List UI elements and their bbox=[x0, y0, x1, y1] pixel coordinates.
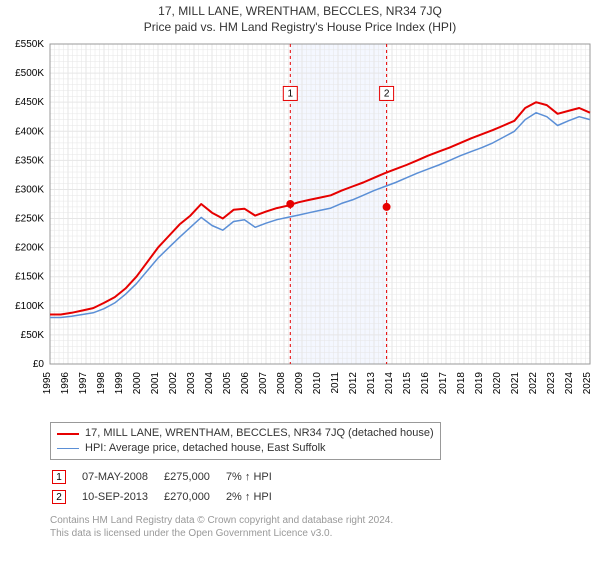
svg-text:1: 1 bbox=[288, 88, 294, 99]
svg-text:2: 2 bbox=[384, 88, 390, 99]
event-marker: 2 bbox=[52, 490, 66, 504]
svg-text:2003: 2003 bbox=[186, 372, 197, 395]
svg-text:2019: 2019 bbox=[474, 372, 485, 395]
svg-text:2023: 2023 bbox=[546, 372, 557, 395]
event-price: £275,000 bbox=[164, 468, 224, 486]
event-row: 2 10-SEP-2013£270,0002% ↑ HPI bbox=[52, 488, 286, 506]
event-price: £270,000 bbox=[164, 488, 224, 506]
svg-text:£550K: £550K bbox=[15, 39, 44, 50]
svg-text:2012: 2012 bbox=[348, 372, 359, 395]
event-row: 1 07-MAY-2008£275,0007% ↑ HPI bbox=[52, 468, 286, 486]
event-delta: 7% ↑ HPI bbox=[226, 468, 286, 486]
svg-text:2005: 2005 bbox=[222, 372, 233, 395]
svg-text:2006: 2006 bbox=[240, 372, 251, 395]
svg-text:2008: 2008 bbox=[276, 372, 287, 395]
svg-text:2025: 2025 bbox=[582, 372, 593, 395]
svg-text:2004: 2004 bbox=[204, 372, 215, 395]
svg-text:2017: 2017 bbox=[438, 372, 449, 395]
chart-container: 1 2 £0 £50K £100K £150K £200K £250K £300K £350K £4… bbox=[0, 38, 600, 418]
svg-text:£500K: £500K bbox=[15, 68, 44, 79]
svg-text:£350K: £350K bbox=[15, 155, 44, 166]
price-chart: 1 2 £0 £50K £100K £150K £200K £250K £300K £350K £4… bbox=[0, 38, 600, 418]
svg-text:2013: 2013 bbox=[366, 372, 377, 395]
event-marker: 1 bbox=[52, 470, 66, 484]
legend-label: 17, MILL LANE, WRENTHAM, BECCLES, NR34 7… bbox=[85, 426, 434, 441]
svg-text:1997: 1997 bbox=[78, 372, 89, 395]
svg-text:2011: 2011 bbox=[330, 372, 341, 394]
event-date: 07-MAY-2008 bbox=[82, 468, 162, 486]
svg-text:2024: 2024 bbox=[564, 372, 575, 395]
svg-text:2021: 2021 bbox=[510, 372, 521, 395]
svg-text:2010: 2010 bbox=[312, 372, 323, 395]
footer: Contains HM Land Registry data © Crown c… bbox=[50, 514, 600, 540]
footer-line-1: Contains HM Land Registry data © Crown c… bbox=[50, 514, 600, 527]
events-table: 1 07-MAY-2008£275,0007% ↑ HPI 2 10-SEP-2013… bbox=[50, 466, 288, 508]
svg-text:2020: 2020 bbox=[492, 372, 503, 395]
legend-swatch bbox=[57, 448, 79, 450]
svg-text:£150K: £150K bbox=[15, 272, 44, 283]
svg-text:2001: 2001 bbox=[150, 372, 161, 395]
event-delta: 2% ↑ HPI bbox=[226, 488, 286, 506]
svg-text:£450K: £450K bbox=[15, 97, 44, 108]
page-title: 17, MILL LANE, WRENTHAM, BECCLES, NR34 7… bbox=[0, 4, 600, 18]
svg-text:£50K: £50K bbox=[21, 330, 45, 341]
svg-text:2022: 2022 bbox=[528, 372, 539, 395]
svg-text:£300K: £300K bbox=[15, 184, 44, 195]
svg-text:£250K: £250K bbox=[15, 214, 44, 225]
legend-swatch bbox=[57, 433, 79, 435]
svg-text:£0: £0 bbox=[33, 359, 45, 370]
svg-text:1998: 1998 bbox=[96, 372, 107, 395]
legend-row: HPI: Average price, detached house, East… bbox=[57, 441, 434, 456]
legend: 17, MILL LANE, WRENTHAM, BECCLES, NR34 7… bbox=[50, 422, 441, 460]
footer-line-2: This data is licensed under the Open Gov… bbox=[50, 527, 600, 540]
svg-text:2000: 2000 bbox=[132, 372, 143, 395]
svg-text:2015: 2015 bbox=[402, 372, 413, 395]
svg-text:2018: 2018 bbox=[456, 372, 467, 395]
svg-text:1995: 1995 bbox=[42, 372, 53, 395]
event-date: 10-SEP-2013 bbox=[82, 488, 162, 506]
legend-row: 17, MILL LANE, WRENTHAM, BECCLES, NR34 7… bbox=[57, 426, 434, 441]
svg-text:2007: 2007 bbox=[258, 372, 269, 395]
page-subtitle: Price paid vs. HM Land Registry's House … bbox=[0, 20, 600, 34]
svg-text:2009: 2009 bbox=[294, 372, 305, 395]
svg-text:2002: 2002 bbox=[168, 372, 179, 395]
svg-text:£100K: £100K bbox=[15, 301, 44, 312]
svg-text:£200K: £200K bbox=[15, 243, 44, 254]
legend-label: HPI: Average price, detached house, East… bbox=[85, 441, 326, 456]
svg-text:2016: 2016 bbox=[420, 372, 431, 395]
svg-text:2014: 2014 bbox=[384, 372, 395, 395]
svg-text:1999: 1999 bbox=[114, 372, 125, 395]
svg-text:1996: 1996 bbox=[60, 372, 71, 395]
svg-text:£400K: £400K bbox=[15, 126, 44, 137]
